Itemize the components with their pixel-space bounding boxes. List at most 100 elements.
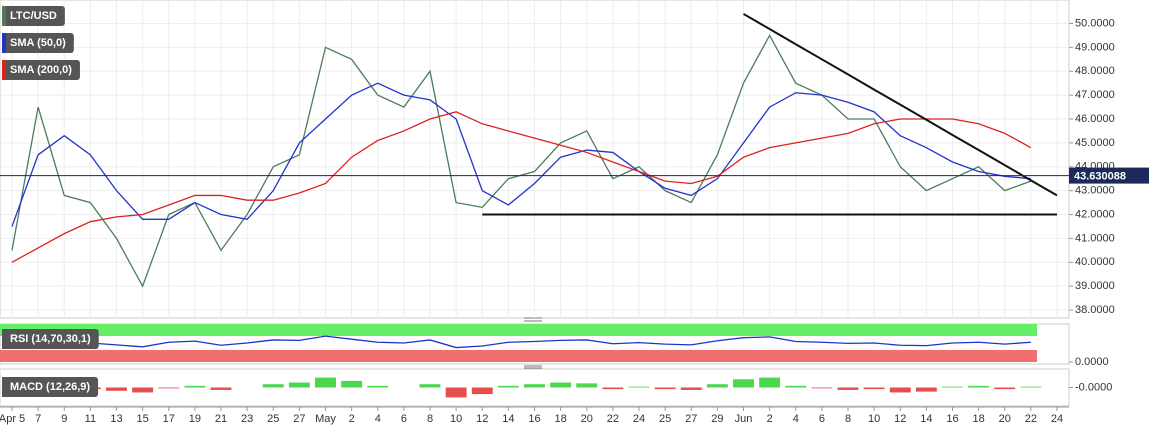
bar	[994, 387, 1016, 390]
x-tick-label: 25	[659, 413, 671, 425]
x-tick-label: 18	[555, 413, 567, 425]
bar	[210, 387, 232, 390]
x-tick-label: May	[315, 413, 336, 425]
x-tick-label: Apr 5	[0, 413, 25, 425]
bar	[158, 387, 180, 389]
bar	[811, 387, 833, 389]
y-tick-label: 43.0000	[1075, 185, 1115, 197]
x-tick-label: 23	[241, 413, 253, 425]
bar	[132, 387, 154, 393]
x-tick-label: 4	[375, 413, 381, 425]
legend-item: MACD (12,26,9)	[2, 377, 99, 397]
x-tick-label: 8	[427, 413, 433, 425]
x-tick-label: 16	[528, 413, 540, 425]
legend-box	[2, 377, 99, 397]
x-tick-label: 18	[973, 413, 985, 425]
legend-swatch	[2, 329, 6, 349]
bar	[680, 387, 702, 390]
x-tick-label: 12	[894, 413, 906, 425]
legend-text: LTC/USD	[10, 10, 57, 22]
y-tick-label: 41.0000	[1075, 232, 1115, 244]
legend-text: SMA (200,0)	[10, 64, 72, 76]
legend-item: LTC/USD	[2, 6, 65, 26]
y-tick-label: 49.0000	[1075, 41, 1115, 53]
legend-text: RSI (14,70,30,1)	[10, 333, 91, 345]
x-tick-label: 24	[633, 413, 645, 425]
y-tick-label: 38.0000	[1075, 304, 1115, 316]
rsi-oversold-band	[0, 350, 1037, 362]
rsi-overbought-band	[0, 324, 1037, 336]
bar	[419, 384, 441, 388]
x-tick-label: 20	[999, 413, 1011, 425]
bar	[915, 387, 937, 392]
series-line	[11, 335, 1031, 349]
y-tick-label: 39.0000	[1075, 280, 1115, 292]
x-tick-label: 13	[110, 413, 122, 425]
x-tick-label: 17	[163, 413, 175, 425]
y-tick-label: 42.0000	[1075, 208, 1115, 220]
x-tick-label: 22	[607, 413, 619, 425]
y-tick-label: 40.0000	[1075, 256, 1115, 268]
legend-box	[2, 6, 65, 26]
legend-item: SMA (200,0)	[2, 60, 80, 80]
bar	[184, 385, 206, 388]
x-tick-label: 14	[920, 413, 932, 425]
resize-handle[interactable]	[524, 317, 542, 322]
x-tick-label: 27	[685, 413, 697, 425]
x-tick-label: 19	[189, 413, 201, 425]
bar	[524, 384, 545, 388]
y-tick-label: 47.0000	[1075, 89, 1115, 101]
x-tick-label: 6	[819, 413, 825, 425]
x-tick-label: 29	[711, 413, 723, 425]
y-tick-label: 0.0000	[1075, 356, 1109, 368]
bar	[654, 387, 676, 390]
bar	[733, 379, 754, 388]
y-tick-label: 48.0000	[1075, 65, 1115, 77]
bar	[837, 387, 859, 390]
resize-handle[interactable]	[524, 365, 542, 369]
x-tick-label: 4	[793, 413, 799, 425]
x-tick-label: 9	[61, 413, 67, 425]
legend-swatch	[2, 6, 6, 26]
legend-item: RSI (14,70,30,1)	[2, 329, 99, 349]
x-tick-label: 22	[1025, 413, 1037, 425]
series-line	[11, 82, 1031, 227]
x-tick-label: 8	[845, 413, 851, 425]
x-tick-label: 14	[502, 413, 514, 425]
bar	[367, 385, 389, 388]
x-tick-label: 11	[85, 413, 96, 425]
bar	[759, 377, 781, 388]
x-tick-label: 16	[946, 413, 958, 425]
bar	[471, 387, 493, 395]
bar	[785, 385, 807, 388]
bar	[315, 377, 336, 388]
legend-swatch	[2, 377, 6, 397]
legend-swatch	[2, 60, 6, 80]
x-tick-label: 15	[137, 413, 149, 425]
legend-text: MACD (12,26,9)	[10, 381, 90, 393]
legend-box	[2, 329, 99, 349]
x-tick-label: 7	[35, 413, 41, 425]
x-tick-label: 25	[267, 413, 279, 425]
x-tick-label: 2	[767, 413, 773, 425]
last-value-box	[1069, 167, 1149, 184]
bar	[341, 380, 363, 388]
bar	[942, 386, 963, 388]
legend-item: SMA (50,0)	[2, 33, 74, 53]
x-tick-label: Jun	[735, 413, 753, 425]
bar	[576, 383, 598, 388]
bar	[628, 386, 650, 388]
bar	[106, 387, 127, 391]
series-line	[743, 13, 1058, 197]
bar	[445, 387, 467, 398]
legend-box	[2, 33, 74, 53]
bar	[1020, 386, 1042, 388]
series-line	[11, 111, 1032, 263]
bar	[968, 385, 990, 388]
bar	[550, 382, 572, 388]
bar	[262, 384, 284, 388]
x-tick-label: 6	[401, 413, 407, 425]
y-tick-label: -0.0000	[1075, 381, 1112, 393]
x-tick-label: 24	[1051, 413, 1063, 425]
